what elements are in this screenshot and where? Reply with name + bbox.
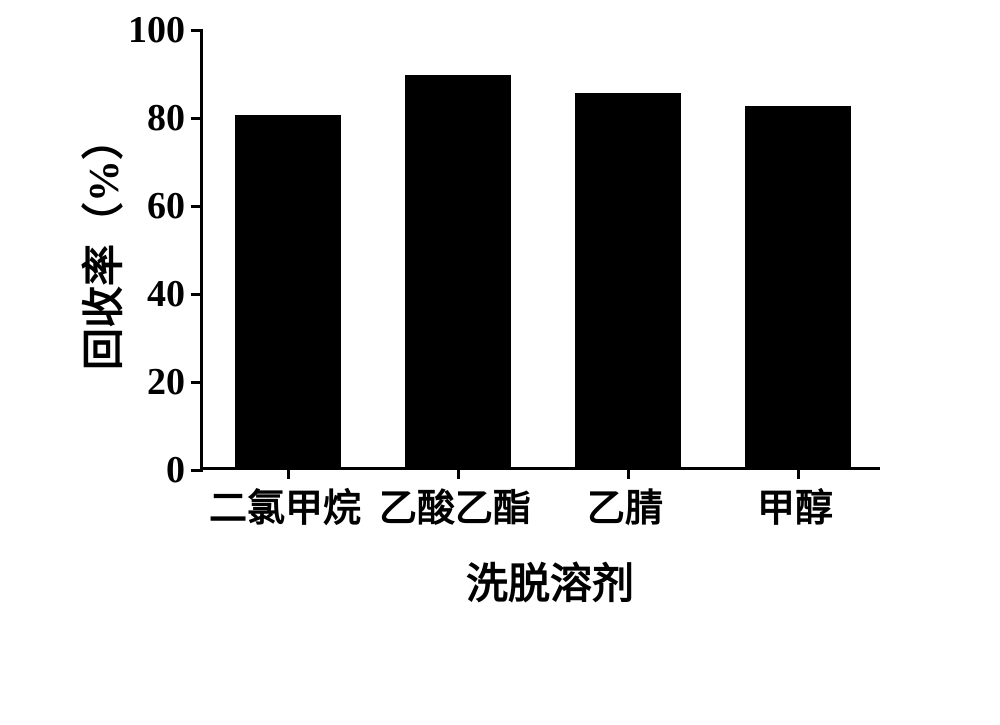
y-tick	[191, 381, 203, 384]
y-tick-label: 20	[105, 363, 185, 401]
bar	[405, 75, 510, 467]
y-tick-label: 80	[105, 99, 185, 137]
x-axis-title: 洗脱溶剂	[450, 550, 650, 611]
x-tick-label: 乙腈	[575, 490, 675, 528]
x-tick-label: 二氯甲烷	[195, 490, 375, 528]
x-tick	[287, 467, 290, 479]
plot-area	[200, 30, 880, 470]
y-tick-label: 40	[105, 275, 185, 313]
x-tick	[457, 467, 460, 479]
y-tick-label: 60	[105, 187, 185, 225]
y-axis-title: 回收率（%）	[70, 118, 131, 370]
y-tick	[191, 29, 203, 32]
bar	[575, 93, 680, 467]
y-tick-label: 0	[105, 451, 185, 489]
y-tick	[191, 205, 203, 208]
x-tick-label: 乙酸乙酯	[365, 490, 545, 528]
y-tick-label: 100	[105, 11, 185, 49]
chart-container: 回收率（%） 洗脱溶剂 020406080100二氯甲烷乙酸乙酯乙腈甲醇	[60, 10, 920, 560]
y-tick	[191, 469, 203, 472]
y-tick	[191, 293, 203, 296]
x-tick	[627, 467, 630, 479]
x-tick-label: 甲醇	[745, 490, 845, 528]
y-tick	[191, 117, 203, 120]
bar	[235, 115, 340, 467]
bar	[745, 106, 850, 467]
x-tick	[797, 467, 800, 479]
